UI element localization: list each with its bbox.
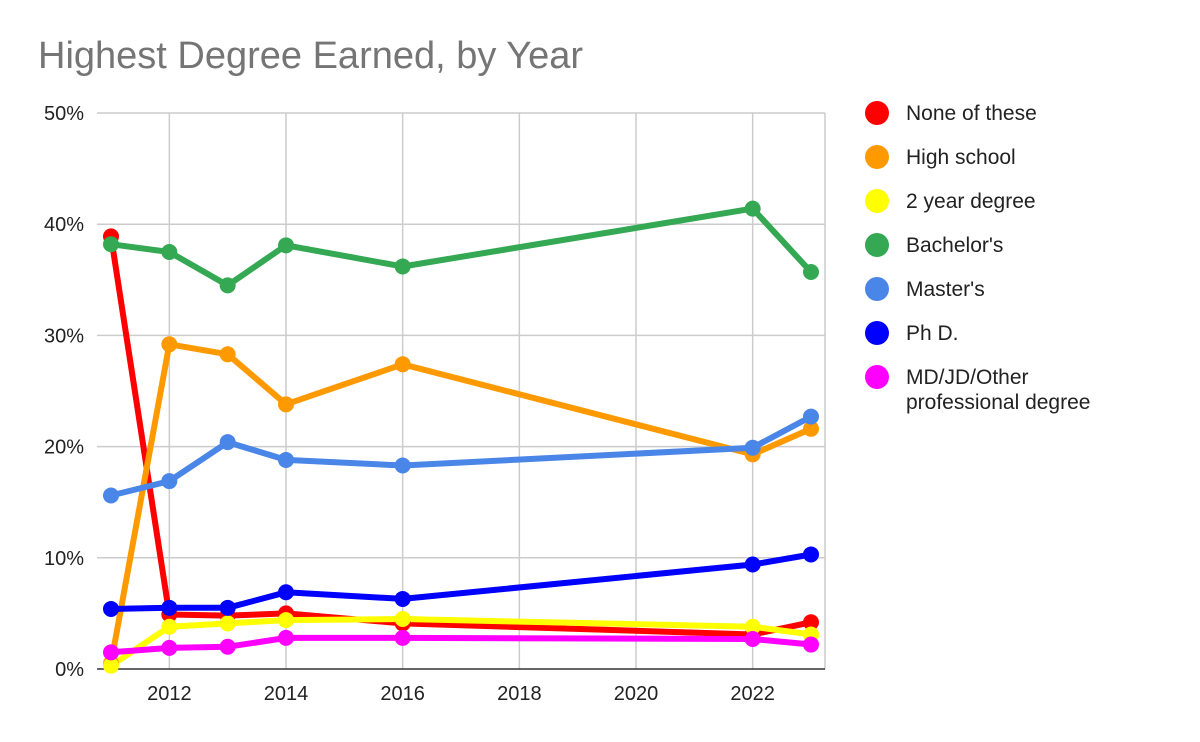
data-point-bachelor-s xyxy=(161,244,178,260)
data-point-bachelor-s xyxy=(803,264,819,281)
legend-label: Ph D. xyxy=(906,322,959,345)
data-point-master-s xyxy=(219,434,236,451)
data-point-2-year-degree xyxy=(219,615,236,632)
legend-label-line: Ph D. xyxy=(906,322,959,345)
legend-marker xyxy=(865,189,889,213)
data-point-bachelor-s xyxy=(103,236,119,253)
legend-label: None of these xyxy=(906,102,1037,125)
data-point-md-jd-other-professional-degree xyxy=(103,644,119,661)
data-point-2-year-degree xyxy=(161,618,178,635)
data-point-md-jd-other-professional-degree xyxy=(278,629,294,646)
legend-label-line: 2 year degree xyxy=(906,190,1036,213)
data-point-master-s xyxy=(278,451,294,468)
data-point-high-school xyxy=(219,346,236,363)
legend-marker xyxy=(865,321,889,345)
data-point-2-year-degree xyxy=(744,618,761,635)
data-point-bachelor-s xyxy=(394,258,411,275)
data-point-master-s xyxy=(103,487,119,504)
data-point-ph-d xyxy=(219,599,236,616)
data-point-master-s xyxy=(744,439,761,456)
series-line-master-s xyxy=(108,413,814,499)
legend-marker xyxy=(865,277,889,301)
legend: None of these High school 2 year degree Bac… xyxy=(865,101,1090,414)
legend-label-line: None of these xyxy=(906,102,1037,125)
legend-label: 2 year degree xyxy=(906,190,1036,213)
data-point-2-year-degree xyxy=(103,657,119,674)
data-point-ph-d xyxy=(744,556,761,573)
data-point-2-year-degree xyxy=(394,610,411,627)
legend-label-line: Bachelor's xyxy=(906,234,1003,257)
y-tick-label: 50% xyxy=(44,103,84,125)
data-point-high-school xyxy=(161,336,178,353)
legend-label: Bachelor's xyxy=(906,234,1003,257)
series-line-bachelor-s xyxy=(108,205,814,289)
data-point-ph-d xyxy=(161,599,178,616)
x-tick-label: 2022 xyxy=(730,683,775,705)
data-point-master-s xyxy=(161,473,178,490)
data-point-md-jd-other-professional-degree xyxy=(744,630,761,647)
x-tick-label: 2014 xyxy=(264,683,309,705)
data-point-md-jd-other-professional-degree xyxy=(803,636,819,653)
y-tick-label: 20% xyxy=(44,437,84,459)
legend-label-line: professional degree xyxy=(906,391,1090,414)
series-line-md-jd-other-professional-degree xyxy=(108,634,814,656)
legend-label: High school xyxy=(906,146,1016,169)
legend-marker xyxy=(865,365,889,389)
chart-title: Highest Degree Earned, by Year xyxy=(38,35,583,77)
series-line-none-of-these xyxy=(108,233,814,638)
x-tick-label: 2016 xyxy=(380,683,425,705)
y-tick-label: 10% xyxy=(44,548,84,570)
data-point-none-of-these xyxy=(803,614,819,631)
legend-marker xyxy=(865,145,889,169)
legend-label-line: Master's xyxy=(906,278,985,301)
data-point-high-school xyxy=(803,420,819,437)
axes: 0% 10% 20% 30% 40% 50% 2012 2014 2016 2018 2020 202… xyxy=(44,103,825,705)
data-point-bachelor-s xyxy=(744,200,761,217)
data-point-ph-d xyxy=(803,546,819,563)
x-tick-label: 2020 xyxy=(614,683,659,705)
legend-label-line: High school xyxy=(906,146,1016,169)
data-point-bachelor-s xyxy=(219,277,236,294)
legend-label-line: MD/JD/Other xyxy=(906,366,1029,389)
data-point-md-jd-other-professional-degree xyxy=(394,629,411,646)
legend-marker xyxy=(865,233,889,257)
legend-marker xyxy=(865,101,889,125)
legend-label: Master's xyxy=(906,278,985,301)
data-point-ph-d xyxy=(278,584,294,601)
y-tick-label: 30% xyxy=(44,325,84,347)
data-point-high-school xyxy=(394,356,411,373)
legend-label: MD/JD/Other professional degree xyxy=(906,366,1090,414)
grid xyxy=(97,112,826,669)
y-tick-label: 40% xyxy=(44,214,84,236)
y-tick-label: 0% xyxy=(55,659,84,681)
data-point-master-s xyxy=(394,457,411,474)
data-point-ph-d xyxy=(103,600,119,617)
series-lines xyxy=(108,205,814,669)
data-point-md-jd-other-professional-degree xyxy=(219,638,236,655)
data-point-master-s xyxy=(803,408,819,425)
data-point-ph-d xyxy=(394,590,411,607)
data-point-bachelor-s xyxy=(278,237,294,254)
series-points xyxy=(103,200,819,674)
data-point-2-year-degree xyxy=(278,612,294,629)
data-point-high-school xyxy=(278,396,294,413)
series-line-ph-d xyxy=(108,551,814,612)
x-tick-label: 2018 xyxy=(497,683,542,705)
x-tick-label: 2012 xyxy=(147,683,192,705)
data-point-md-jd-other-professional-degree xyxy=(161,639,178,656)
